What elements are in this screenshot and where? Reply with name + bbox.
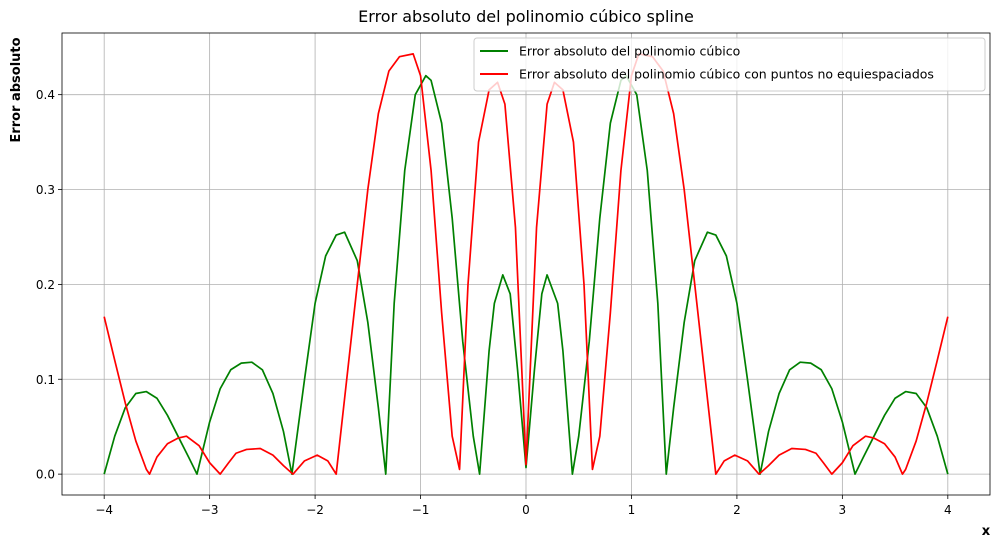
- x-tick-label: 4: [944, 503, 952, 517]
- x-tick-label: −2: [306, 503, 324, 517]
- y-tick-label: 0.0: [36, 468, 55, 482]
- x-tick-label: 2: [733, 503, 741, 517]
- x-tick-label: −4: [95, 503, 113, 517]
- x-tick-label: 1: [628, 503, 636, 517]
- x-tick-label: 0: [522, 503, 530, 517]
- plot-series: [103, 53, 949, 475]
- legend-label-cubic: Error absoluto del polinomio cúbico: [519, 44, 740, 59]
- y-tick-label: 0.4: [36, 88, 55, 102]
- grid: [62, 33, 990, 495]
- x-ticks: −4 −3 −2 −1 0 1 2 3 4: [95, 495, 952, 517]
- y-tick-label: 0.3: [36, 183, 55, 197]
- x-tick-label: −3: [201, 503, 219, 517]
- series-line-cubic: [103, 74, 949, 475]
- legend-box: [473, 37, 986, 92]
- x-axis-label: x: [982, 524, 991, 539]
- chart-title: Error absoluto del polinomio cúbico spli…: [358, 7, 694, 26]
- y-tick-label: 0.2: [36, 278, 55, 292]
- x-tick-label: −1: [412, 503, 430, 517]
- legend-label-nonequispaced: Error absoluto del polinomio cúbico con …: [519, 67, 934, 82]
- x-tick-label: 3: [839, 503, 847, 517]
- y-axis-label: Error absoluto: [9, 37, 24, 142]
- y-ticks: 0.0 0.1 0.2 0.3 0.4: [36, 88, 62, 482]
- y-tick-label: 0.1: [36, 373, 55, 387]
- series-line-nonequispaced: [103, 53, 949, 475]
- legend: Error absoluto del polinomio cúbico Erro…: [473, 37, 986, 92]
